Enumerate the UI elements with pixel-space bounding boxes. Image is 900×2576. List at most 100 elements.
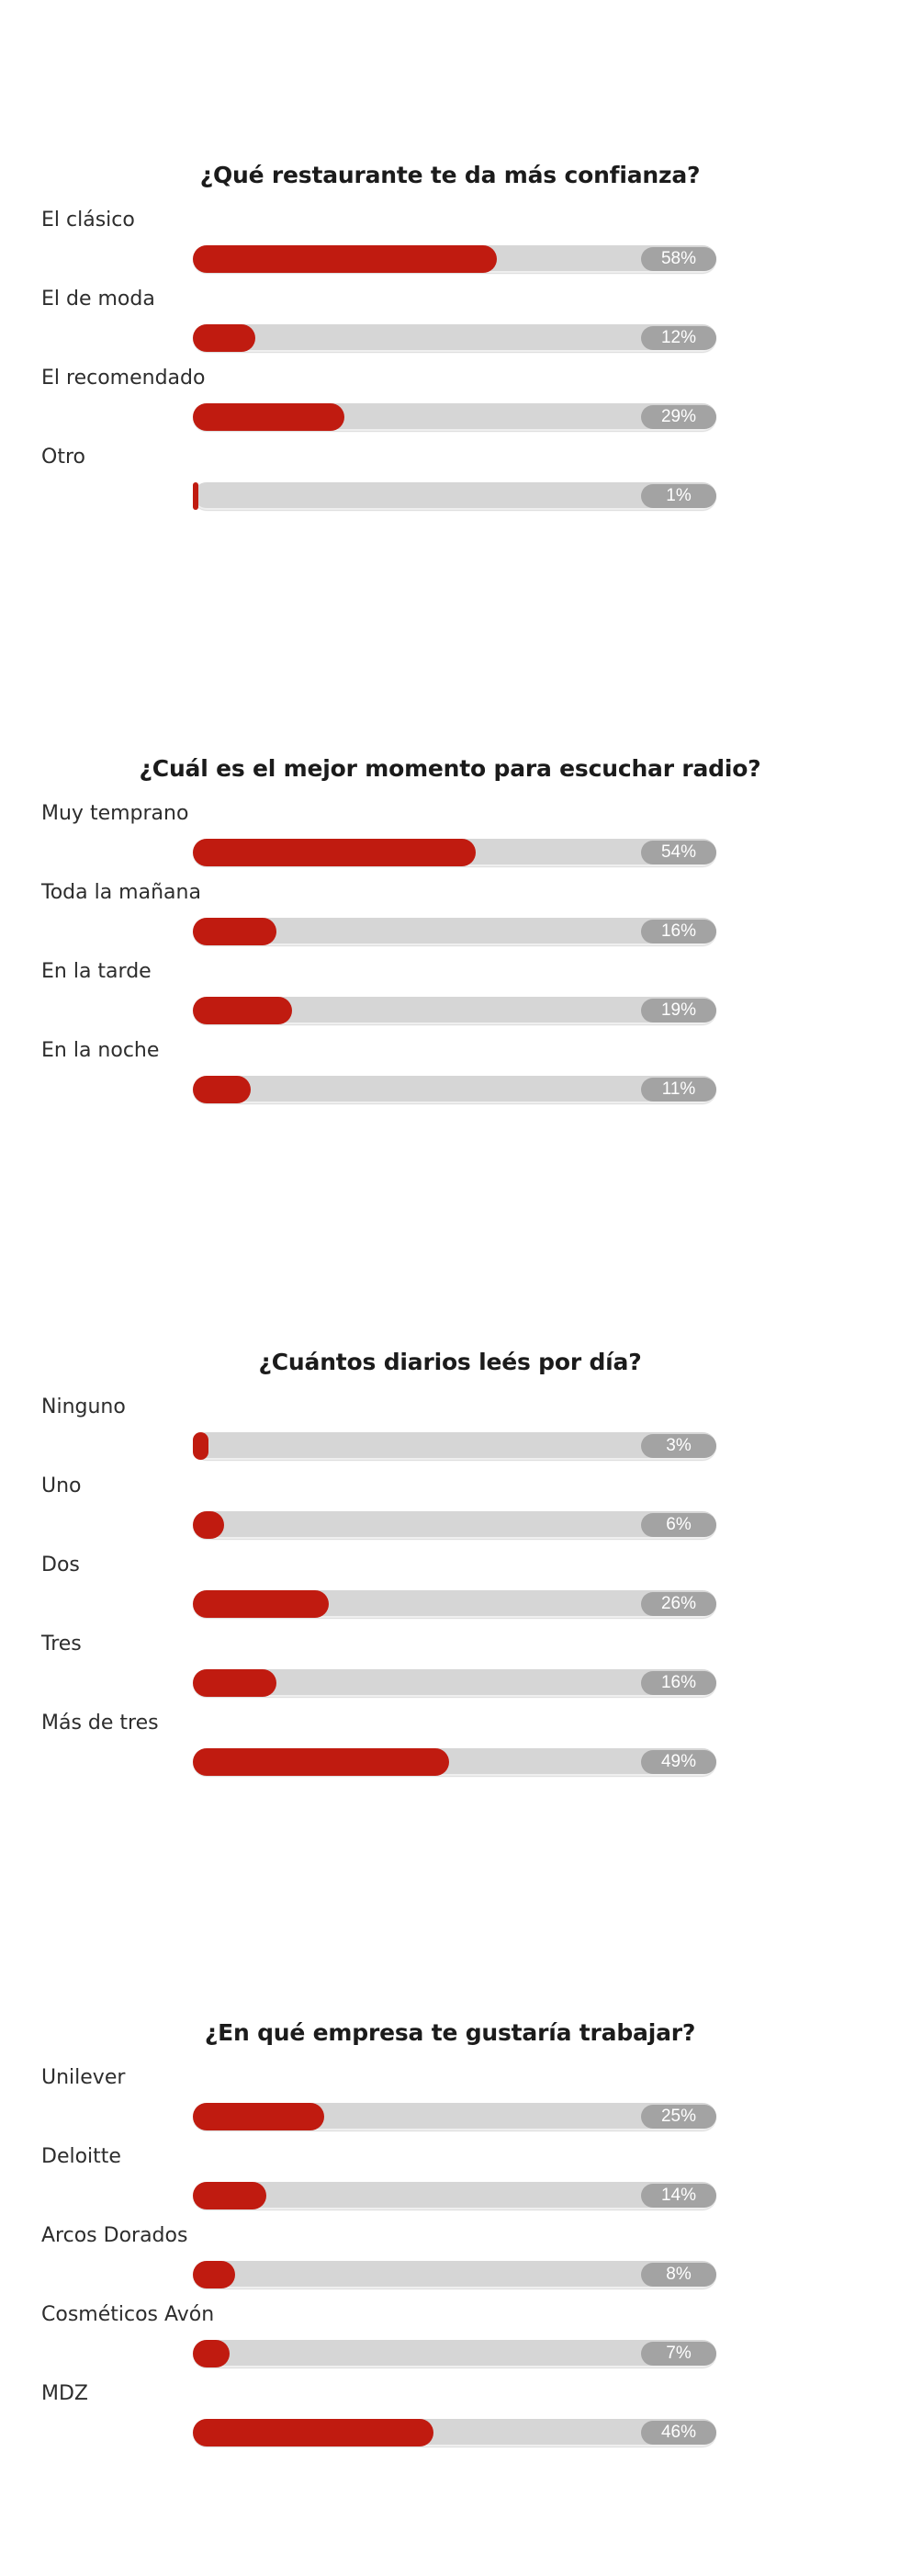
result-bar-fill — [193, 1432, 209, 1460]
poll-question: ¿Cuántos diarios leés por día? — [258, 1349, 642, 1375]
poll-newspapers-per-day: ¿Cuántos diarios leés por día? Ninguno 3… — [0, 1345, 900, 1789]
result-bar-track: 19% — [193, 997, 716, 1024]
poll-option: Tres 16% — [0, 1631, 900, 1710]
result-bar-fill — [193, 2182, 266, 2209]
result-bar-fill — [193, 839, 476, 866]
option-label: Deloitte — [41, 2145, 121, 2168]
result-bar-track: 8% — [193, 2261, 716, 2288]
result-bar-fill — [193, 324, 256, 352]
result-bar-fill — [193, 1511, 225, 1539]
poll-option: MDZ 46% — [0, 2380, 900, 2459]
option-label: Más de tres — [41, 1712, 159, 1734]
percent-badge: 29% — [641, 405, 716, 429]
option-label: Dos — [41, 1554, 80, 1576]
result-bar-track: 54% — [193, 839, 716, 866]
poll-option: El clásico 58% — [0, 207, 900, 286]
result-bar-track: 3% — [193, 1432, 716, 1460]
option-label: El clásico — [41, 209, 135, 232]
option-label: En la noche — [41, 1039, 160, 1062]
result-bar-track: 12% — [193, 324, 716, 352]
percent-badge: 16% — [641, 1671, 716, 1695]
result-bar-track: 14% — [193, 2182, 716, 2209]
option-label: Toda la mañana — [41, 881, 201, 904]
poll-option: El recomendado 29% — [0, 365, 900, 444]
poll-options: El clásico 58% El de moda 12% El recomen… — [0, 207, 900, 523]
poll-option: Toda la mañana 16% — [0, 879, 900, 958]
percent-badge: 16% — [641, 920, 716, 943]
poll-option: Arcos Dorados 8% — [0, 2222, 900, 2301]
poll-radio-time: ¿Cuál es el mejor momento para escuchar … — [0, 751, 900, 1116]
poll-option: El de moda 12% — [0, 286, 900, 365]
result-bar-track: 16% — [193, 1669, 716, 1697]
percent-badge: 1% — [641, 484, 716, 508]
poll-options: Ninguno 3% Uno 6% Dos 26% Tres 16% Más d… — [0, 1394, 900, 1789]
result-bar-track: 6% — [193, 1511, 716, 1539]
result-bar-fill — [193, 1669, 277, 1697]
result-bar-track: 25% — [193, 2103, 716, 2130]
result-bar-track: 46% — [193, 2419, 716, 2446]
percent-badge: 11% — [641, 1078, 716, 1102]
percent-badge: 8% — [641, 2263, 716, 2287]
option-label: MDZ — [41, 2382, 88, 2405]
result-bar-track: 58% — [193, 245, 716, 273]
poll-restaurant-trust: ¿Qué restaurante te da más confianza? El… — [0, 158, 900, 523]
poll-option: En la noche 11% — [0, 1037, 900, 1116]
option-label: Cosméticos Avón — [41, 2303, 215, 2326]
option-label: Uno — [41, 1474, 82, 1497]
option-label: El recomendado — [41, 367, 206, 390]
result-bar-fill — [193, 403, 345, 431]
percent-badge: 25% — [641, 2105, 716, 2129]
poll-option: Cosméticos Avón 7% — [0, 2301, 900, 2380]
result-bar-track: 49% — [193, 1748, 716, 1776]
option-label: Ninguno — [41, 1395, 126, 1418]
result-bar-fill — [193, 1748, 450, 1776]
percent-badge: 19% — [641, 999, 716, 1022]
option-label: El de moda — [41, 288, 155, 311]
option-label: Otro — [41, 446, 85, 469]
poll-option: Otro 1% — [0, 444, 900, 523]
percent-badge: 46% — [641, 2421, 716, 2445]
result-bar-track: 16% — [193, 918, 716, 945]
percent-badge: 54% — [641, 841, 716, 864]
result-bar-fill — [193, 1590, 330, 1618]
percent-badge: 3% — [641, 1434, 716, 1458]
poll-option: Unilever 25% — [0, 2064, 900, 2143]
percent-badge: 6% — [641, 1513, 716, 1537]
poll-option: Deloitte 14% — [0, 2143, 900, 2222]
option-label: Unilever — [41, 2066, 126, 2089]
poll-option: Más de tres 49% — [0, 1710, 900, 1789]
result-bar-fill — [193, 997, 293, 1024]
percent-badge: 7% — [641, 2342, 716, 2366]
poll-options: Unilever 25% Deloitte 14% Arcos Dorados … — [0, 2064, 900, 2459]
poll-preferred-company: ¿En qué empresa te gustaría trabajar? Un… — [0, 2016, 900, 2459]
result-bar-fill — [193, 2419, 434, 2446]
result-bar-track: 11% — [193, 1076, 716, 1103]
result-bar-track: 29% — [193, 403, 716, 431]
option-label: Arcos Dorados — [41, 2224, 188, 2247]
poll-option: Muy temprano 54% — [0, 800, 900, 879]
poll-option: Uno 6% — [0, 1473, 900, 1552]
poll-options: Muy temprano 54% Toda la mañana 16% En l… — [0, 800, 900, 1116]
poll-option: Ninguno 3% — [0, 1394, 900, 1473]
result-bar-fill — [193, 1076, 251, 1103]
percent-badge: 49% — [641, 1750, 716, 1774]
result-bar-track: 1% — [193, 482, 716, 510]
result-bar-fill — [193, 2261, 235, 2288]
option-label: Muy temprano — [41, 802, 189, 825]
percent-badge: 14% — [641, 2184, 716, 2208]
poll-option: Dos 26% — [0, 1552, 900, 1631]
percent-badge: 26% — [641, 1592, 716, 1616]
poll-question: ¿Qué restaurante te da más confianza? — [199, 162, 701, 188]
poll-option: En la tarde 19% — [0, 958, 900, 1037]
percent-badge: 12% — [641, 326, 716, 350]
result-bar-fill — [193, 2103, 324, 2130]
poll-question: ¿Cuál es el mejor momento para escuchar … — [139, 755, 761, 782]
percent-badge: 58% — [641, 247, 716, 271]
option-label: Tres — [41, 1633, 82, 1655]
result-bar-fill — [193, 245, 497, 273]
poll-question: ¿En qué empresa te gustaría trabajar? — [204, 2019, 696, 2046]
result-bar-fill — [193, 2340, 230, 2367]
result-bar-track: 26% — [193, 1590, 716, 1618]
result-bar-fill — [193, 918, 277, 945]
option-label: En la tarde — [41, 960, 152, 983]
